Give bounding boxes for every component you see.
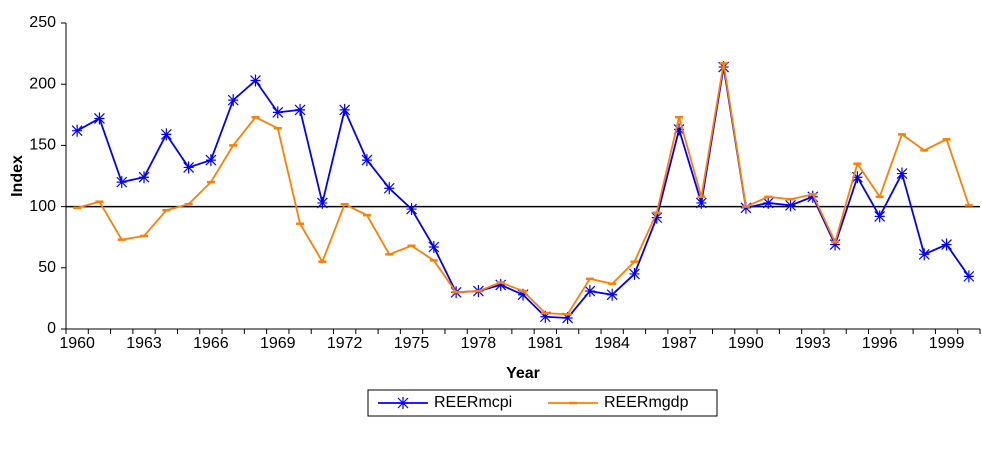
star-marker	[71, 124, 83, 137]
x-tick-label: 1993	[795, 335, 831, 352]
x-tick-label: 1975	[394, 335, 430, 352]
y-tick-label: 100	[29, 198, 56, 215]
star-marker	[250, 74, 261, 87]
series-line	[76, 66, 970, 319]
star-marker	[205, 154, 217, 167]
legend-label: REERmgdp	[604, 394, 689, 411]
y-tick-label: 150	[29, 137, 56, 154]
star-marker	[116, 176, 128, 189]
star-marker	[183, 161, 195, 174]
star-marker	[785, 199, 796, 212]
x-tick-label: 1999	[929, 335, 965, 352]
star-marker	[406, 203, 417, 216]
x-tick-label: 1969	[260, 335, 296, 352]
x-tick-label: 1984	[594, 335, 630, 352]
star-marker	[94, 112, 105, 125]
x-tick-label: 1996	[862, 335, 898, 352]
y-tick-label: 200	[29, 75, 56, 92]
star-marker	[762, 196, 774, 209]
y-tick-label: 250	[29, 14, 56, 31]
star-marker	[807, 190, 819, 203]
star-marker	[695, 196, 707, 209]
x-axis-label: Year	[506, 365, 540, 382]
star-marker	[896, 167, 908, 180]
star-marker	[851, 171, 863, 184]
star-marker	[138, 171, 150, 184]
star-marker	[495, 278, 507, 291]
star-marker	[517, 288, 529, 301]
star-marker	[294, 103, 306, 116]
star-marker	[361, 154, 373, 167]
star-marker	[562, 311, 574, 324]
y-axis-label: Index	[9, 155, 26, 197]
star-marker	[539, 310, 551, 323]
star-marker	[629, 267, 640, 280]
star-marker	[651, 211, 663, 224]
star-marker	[397, 397, 409, 409]
star-marker	[316, 196, 328, 209]
star-marker	[272, 106, 284, 119]
star-marker	[383, 182, 395, 195]
series-line	[76, 63, 970, 316]
legend-label: REERmcpi	[434, 394, 512, 411]
x-tick-label: 1987	[661, 335, 697, 352]
star-marker	[584, 285, 596, 298]
x-tick-label: 1981	[527, 335, 563, 352]
star-marker	[918, 248, 930, 261]
x-tick-label: 1963	[126, 335, 162, 352]
x-tick-label: 1978	[461, 335, 497, 352]
star-marker	[829, 238, 841, 251]
y-tick-label: 0	[47, 320, 56, 337]
star-marker	[673, 123, 685, 136]
x-tick-label: 1960	[59, 335, 95, 352]
x-tick-label: 1990	[728, 335, 764, 352]
star-marker	[941, 238, 952, 251]
y-tick-label: 50	[38, 259, 56, 276]
star-marker	[339, 103, 351, 116]
star-marker	[606, 288, 618, 301]
x-tick-label: 1972	[327, 335, 363, 352]
x-tick-label: 1966	[193, 335, 229, 352]
star-marker	[963, 270, 975, 283]
star-marker	[227, 94, 239, 107]
star-marker	[160, 128, 172, 141]
star-marker	[874, 210, 886, 223]
star-marker	[428, 240, 440, 253]
